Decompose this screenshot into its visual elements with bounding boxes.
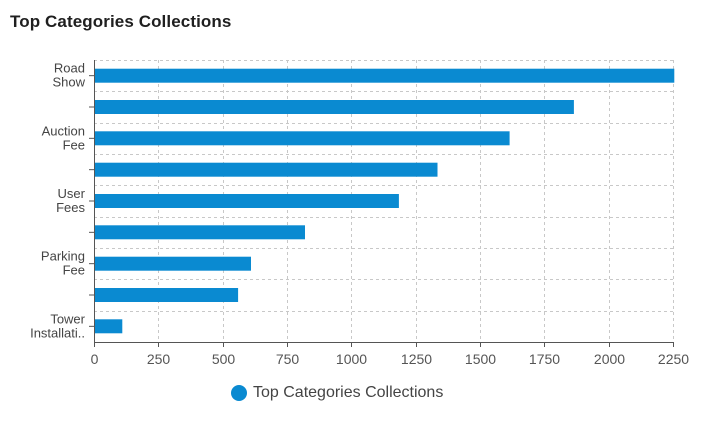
y-tick-label: Auction xyxy=(42,123,85,138)
y-tick-label: Fee xyxy=(63,263,85,278)
x-tick-label: 500 xyxy=(212,351,236,367)
legend[interactable]: Top Categories Collections xyxy=(231,384,443,402)
x-tick-label: 1000 xyxy=(336,351,367,367)
bar: 1865 xyxy=(94,100,574,114)
x-tick-label: 1500 xyxy=(465,351,496,367)
y-tick-label: Show xyxy=(52,75,85,90)
chart-title: Top Categories Collections xyxy=(10,12,232,31)
bar: 2255 xyxy=(94,68,675,83)
y-tick-label: User xyxy=(58,186,86,201)
bar: 1335 xyxy=(94,162,438,177)
x-tick-label: 1250 xyxy=(401,351,432,367)
y-tick-label: Road xyxy=(54,61,85,76)
bar: 1615 xyxy=(94,131,510,146)
x-tick-label: 2000 xyxy=(594,351,625,367)
legend-label: Top Categories Collections xyxy=(253,384,444,401)
x-tick-label: 0 xyxy=(91,351,99,367)
bar: 820 xyxy=(94,225,305,240)
y-tick-label: Fee xyxy=(63,137,85,152)
y-tick-label: Parking xyxy=(41,249,85,264)
x-tick-label: 750 xyxy=(276,351,300,367)
bar: 110 xyxy=(94,319,123,334)
x-tick-label: 2250 xyxy=(658,351,689,367)
y-tick-label: Installati.. xyxy=(30,325,85,340)
bar: 1185 xyxy=(94,194,399,208)
bar: 610 xyxy=(94,256,251,271)
x-tick-label: 250 xyxy=(147,351,171,367)
y-tick-label: Tower xyxy=(50,311,85,326)
legend-swatch-icon xyxy=(231,385,247,401)
x-tick-label: 1750 xyxy=(529,351,560,367)
bar: 560 xyxy=(94,288,239,302)
y-tick-label: Fees xyxy=(56,200,85,215)
